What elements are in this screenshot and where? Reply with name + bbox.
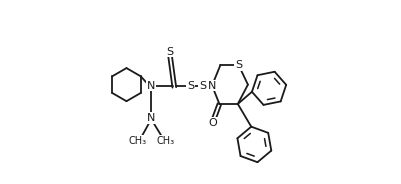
Text: N: N <box>147 81 155 91</box>
Text: N: N <box>147 113 155 123</box>
Text: O: O <box>208 118 217 128</box>
Text: S: S <box>166 47 173 56</box>
Text: CH₃: CH₃ <box>128 136 146 146</box>
Text: S: S <box>187 81 194 91</box>
Text: N: N <box>207 81 216 91</box>
Text: S: S <box>235 60 242 70</box>
Text: CH₃: CH₃ <box>156 136 175 146</box>
Text: S: S <box>199 81 206 91</box>
